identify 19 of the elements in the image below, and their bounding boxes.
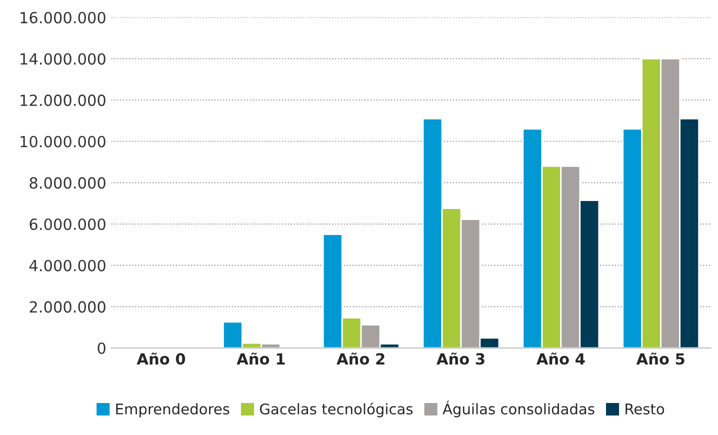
y-tick-label: 4.000.000	[29, 260, 106, 272]
x-tick-label: Año 0	[136, 352, 186, 365]
y-tick-label: 6.000.000	[30, 218, 106, 230]
legend-label: Gacelas tecnológicas	[260, 402, 413, 418]
x-tick-label: Año 5	[636, 352, 684, 365]
legend-label: Águilas consolidadas	[442, 400, 594, 418]
legend-label: Resto	[626, 404, 664, 414]
y-tick-label: 0	[98, 342, 106, 354]
y-tick-label: 14.000.000	[20, 53, 106, 65]
x-tick-label: Año 4	[536, 352, 585, 365]
y-tick-label: 8.000.000	[30, 177, 106, 189]
y-tick-label: 16.000.000	[20, 12, 106, 24]
x-tick-label: Año 1	[236, 352, 285, 365]
x-tick-label: Año 3	[436, 352, 484, 365]
x-tick-label: Año 2	[336, 352, 384, 365]
y-tick-label: 2.000.000	[30, 301, 106, 313]
y-tick-label: 10.000.000	[20, 136, 106, 148]
y-tick-label: 12.000.000	[20, 94, 106, 106]
legend-label: Emprendedores	[116, 403, 230, 418]
